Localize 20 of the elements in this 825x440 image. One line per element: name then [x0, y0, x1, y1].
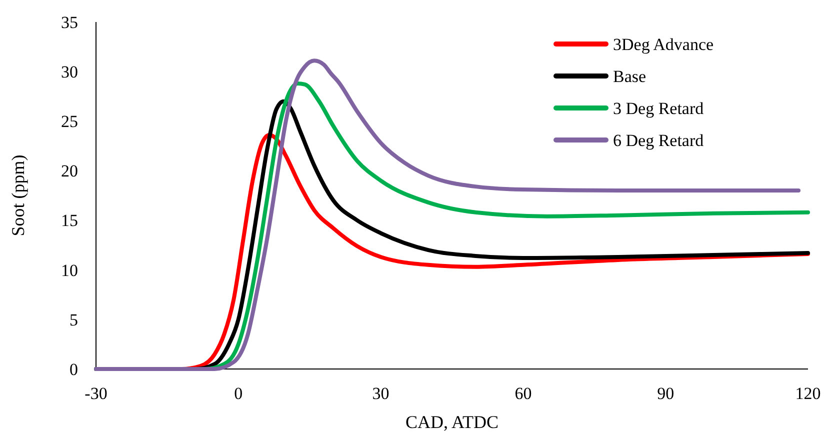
y-tick-label: 10 — [61, 260, 78, 280]
x-tick-label: 0 — [234, 384, 243, 403]
x-tick-label: 60 — [514, 384, 532, 403]
y-tick-label: 20 — [61, 162, 78, 181]
x-tick-label: 90 — [657, 384, 674, 403]
x-tick-label: 120 — [795, 384, 821, 403]
legend-label: 3Deg Advance — [613, 34, 714, 54]
y-tick-label: 5 — [70, 310, 78, 330]
legend-label: Base — [613, 66, 646, 86]
y-tick-label: 15 — [61, 211, 78, 230]
y-tick-label: 35 — [61, 12, 78, 32]
y-tick-label: 0 — [70, 360, 78, 379]
legend-label: 3 Deg Retard — [613, 98, 704, 118]
legend-label: 6 Deg Retard — [613, 130, 704, 150]
y-tick-label: 25 — [61, 112, 78, 132]
y-tick-label: 30 — [61, 62, 78, 82]
y-axis-title: Soot (ppm) — [8, 154, 28, 236]
x-axis-title: CAD, ATDC — [405, 412, 499, 432]
x-tick-label: 30 — [372, 384, 390, 403]
x-tick-label: -30 — [84, 384, 108, 403]
